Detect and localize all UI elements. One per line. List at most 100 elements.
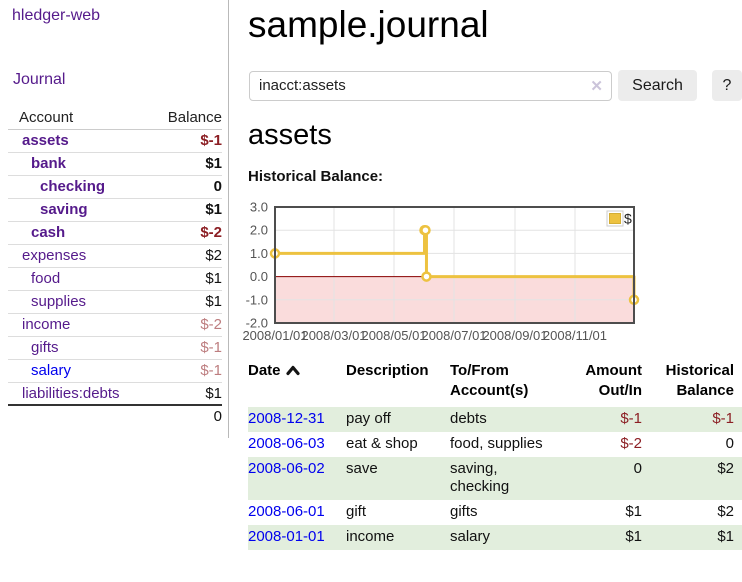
account-row: liabilities:debts $1 bbox=[8, 381, 222, 405]
transaction-description: save bbox=[346, 460, 378, 477]
svg-text:0.0: 0.0 bbox=[250, 269, 268, 284]
svg-text:1.0: 1.0 bbox=[250, 246, 268, 261]
account-link-salary[interactable]: salary bbox=[31, 362, 72, 379]
account-link-food[interactable]: food bbox=[31, 270, 61, 287]
transaction-date-link[interactable]: 2008-12-31 bbox=[248, 410, 325, 427]
register-header-date[interactable]: Date bbox=[248, 358, 346, 407]
svg-text:2008/03/01: 2008/03/01 bbox=[301, 328, 366, 343]
svg-text:3.0: 3.0 bbox=[250, 200, 268, 215]
account-row: cash $-2 bbox=[8, 220, 222, 244]
account-link-expenses[interactable]: expenses bbox=[22, 247, 87, 264]
transaction-description: gift bbox=[346, 503, 367, 520]
account-row: assets $-1 bbox=[8, 129, 222, 152]
search-bar: ✕ Search ? bbox=[249, 70, 742, 101]
account-row: bank $1 bbox=[8, 151, 222, 175]
account-row: checking 0 bbox=[8, 174, 222, 198]
account-row: salary $-1 bbox=[8, 358, 222, 382]
account-balance: $-1 bbox=[152, 358, 222, 382]
accounts-header-balance: Balance bbox=[152, 106, 222, 130]
svg-text:-2.0: -2.0 bbox=[246, 316, 268, 331]
transaction-date-link[interactable]: 2008-01-01 bbox=[248, 528, 325, 545]
account-balance: $1 bbox=[152, 197, 222, 221]
transaction-amount: $-2 bbox=[620, 435, 642, 452]
accounts-total-row: 0 bbox=[8, 404, 222, 427]
search-button[interactable]: Search bbox=[618, 70, 697, 101]
account-balance: $1 bbox=[152, 289, 222, 313]
account-link-bank[interactable]: bank bbox=[31, 155, 67, 172]
account-row: income $-2 bbox=[8, 312, 222, 336]
account-link-gifts[interactable]: gifts bbox=[31, 339, 59, 356]
transaction-row[interactable]: 2008-01-01 income salary $1 $1 bbox=[248, 525, 742, 550]
search-input[interactable] bbox=[249, 70, 612, 101]
account-heading: assets bbox=[248, 119, 332, 151]
svg-text:2008/11/01: 2008/11/01 bbox=[543, 328, 607, 343]
register-header-amount: Amount Out/In bbox=[585, 362, 642, 399]
svg-text:2.0: 2.0 bbox=[250, 223, 268, 238]
date-header-label: Date bbox=[248, 362, 281, 379]
transaction-balance: $1 bbox=[717, 528, 734, 545]
transaction-date-link[interactable]: 2008-06-01 bbox=[248, 503, 325, 520]
transaction-balance: $-1 bbox=[712, 410, 734, 427]
account-link-liabilities-debts[interactable]: liabilities:debts bbox=[22, 384, 120, 402]
transaction-balance: $2 bbox=[717, 460, 734, 477]
account-balance: 0 bbox=[152, 174, 222, 198]
transaction-date-link[interactable]: 2008-06-03 bbox=[248, 435, 325, 452]
transaction-balance: 0 bbox=[725, 435, 734, 452]
svg-text:2008/09/01: 2008/09/01 bbox=[482, 328, 547, 343]
account-row: food $1 bbox=[8, 266, 222, 290]
transaction-description: income bbox=[346, 528, 395, 545]
transaction-amount: $1 bbox=[625, 528, 642, 545]
transaction-row[interactable]: 2008-06-01 gift gifts $1 $2 bbox=[248, 500, 742, 525]
svg-text:-1.0: -1.0 bbox=[246, 292, 268, 307]
register-header-description: Description bbox=[346, 362, 429, 379]
accounts-table: Account Balance assets $-1 bank $1 checkin… bbox=[8, 106, 222, 427]
register-table: Date Description To/From Account(s) Amou… bbox=[248, 358, 742, 550]
account-balance: $-1 bbox=[152, 335, 222, 359]
transaction-amount: $1 bbox=[625, 503, 642, 520]
transaction-amount: $-1 bbox=[620, 410, 642, 427]
transaction-amount: 0 bbox=[633, 460, 642, 477]
account-balance: $-1 bbox=[200, 132, 222, 149]
transaction-accounts: food, supplies bbox=[450, 435, 543, 452]
svg-text:2008/07/01: 2008/07/01 bbox=[421, 328, 486, 343]
account-balance: $2 bbox=[152, 243, 222, 267]
accounts-header-row: Account Balance bbox=[8, 106, 222, 130]
account-row: supplies $1 bbox=[8, 289, 222, 313]
help-button[interactable]: ? bbox=[712, 70, 742, 101]
account-link-saving[interactable]: saving bbox=[40, 201, 88, 218]
sidebar: hledger-web Journal Account Balance asse… bbox=[0, 0, 229, 438]
account-link-income[interactable]: income bbox=[22, 316, 71, 333]
transaction-accounts: saving, checking bbox=[450, 460, 510, 495]
transaction-accounts: debts bbox=[450, 410, 487, 427]
sidebar-item-journal[interactable]: Journal bbox=[13, 71, 66, 88]
register-header-balance: Historical Balance bbox=[665, 362, 734, 399]
accounts-total: 0 bbox=[152, 404, 222, 427]
transaction-description: eat & shop bbox=[346, 435, 418, 452]
accounts-header-account: Account bbox=[8, 106, 152, 130]
page-title: sample.journal bbox=[248, 4, 489, 45]
register-header-row: Date Description To/From Account(s) Amou… bbox=[248, 358, 742, 407]
account-balance: $-2 bbox=[152, 220, 222, 244]
brand-link[interactable]: hledger-web bbox=[12, 7, 101, 24]
account-link-supplies[interactable]: supplies bbox=[31, 293, 87, 310]
clear-search-icon[interactable]: ✕ bbox=[590, 77, 603, 95]
transaction-row[interactable]: 2008-06-03 eat & shop food, supplies $-2… bbox=[248, 432, 742, 457]
transaction-row[interactable]: 2008-12-31 pay off debts $-1 $-1 bbox=[248, 407, 742, 432]
account-row: gifts $-1 bbox=[8, 335, 222, 359]
account-link-cash[interactable]: cash bbox=[31, 224, 66, 241]
account-link-checking[interactable]: checking bbox=[40, 178, 106, 195]
account-link-assets[interactable]: assets bbox=[22, 132, 69, 149]
transaction-row[interactable]: 2008-06-02 save saving, checking 0 $2 bbox=[248, 457, 742, 500]
chart-title: Historical Balance: bbox=[248, 168, 384, 185]
sort-ascending-icon bbox=[285, 362, 300, 382]
register-header-accounts: To/From Account(s) bbox=[450, 362, 529, 399]
transaction-accounts: salary bbox=[450, 528, 491, 545]
transaction-date-link[interactable]: 2008-06-02 bbox=[248, 460, 325, 477]
transaction-balance: $2 bbox=[717, 503, 734, 520]
account-balance: $-2 bbox=[152, 312, 222, 336]
account-row: expenses $2 bbox=[8, 243, 222, 267]
account-balance: $1 bbox=[152, 151, 222, 175]
transaction-description: pay off bbox=[346, 410, 391, 427]
account-row: saving $1 bbox=[8, 197, 222, 221]
historical-balance-chart: 3.0 2.0 1.0 0.0 -1.0 -2.02008/01/012008/03/01… bbox=[242, 200, 640, 343]
